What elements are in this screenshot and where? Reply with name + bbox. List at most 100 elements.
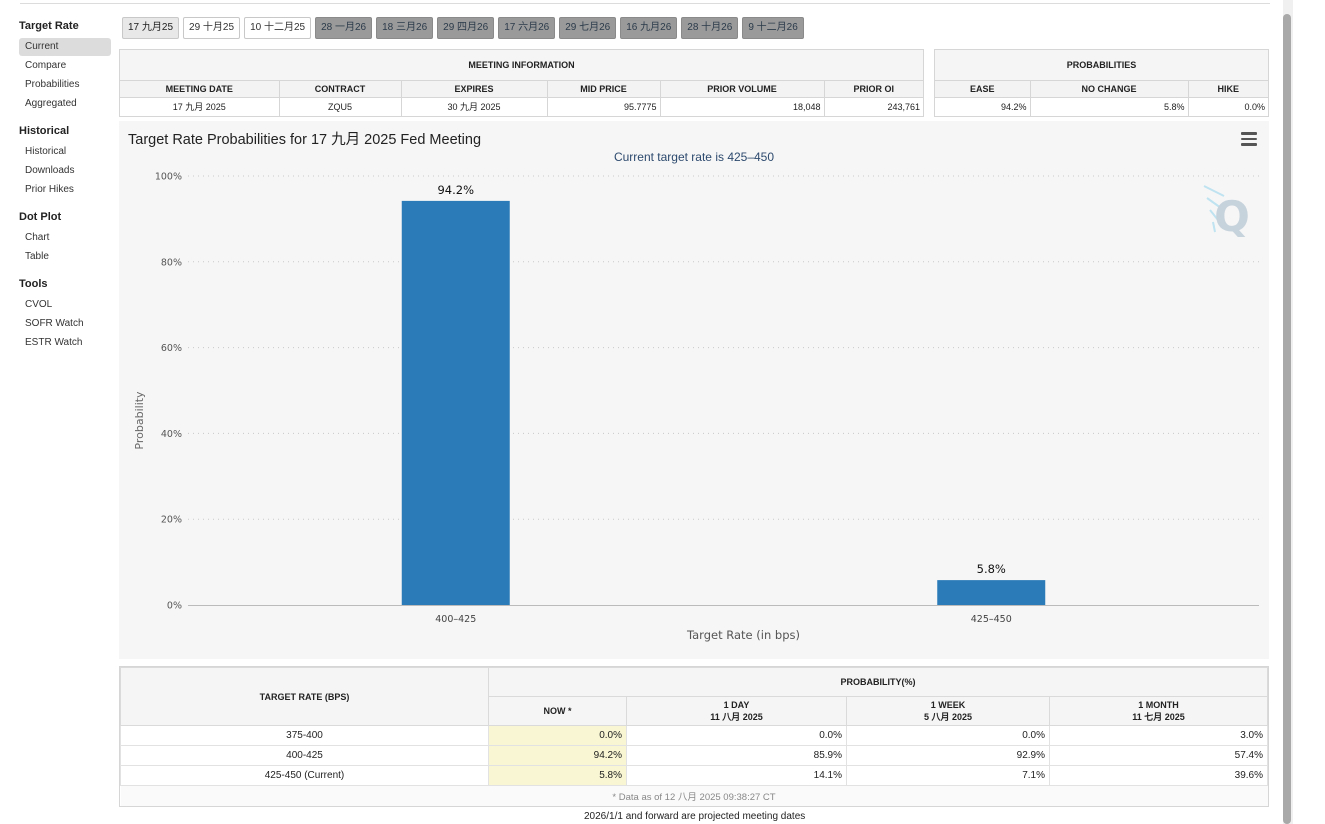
col-contract: CONTRACT	[279, 80, 402, 98]
ease-value: 94.2%	[935, 97, 1031, 116]
one-week-cell: 7.1%	[846, 765, 1050, 786]
bar	[401, 200, 510, 605]
now-cell: 0.0%	[488, 725, 627, 746]
col-no-change: NO CHANGE	[1030, 80, 1189, 98]
watermark-stroke	[1212, 221, 1216, 233]
sidebar-item-probabilities[interactable]: Probabilities	[25, 79, 80, 90]
sidebar-heading: Tools	[19, 278, 48, 290]
table-row: 94.2% 5.8% 0.0%	[935, 97, 1268, 116]
tab-meeting-date[interactable]: 17 六月26	[498, 17, 556, 39]
prior-oi-value: 243,761	[887, 101, 920, 112]
probabilities-panel: PROBABILITIES EASE NO CHANGE HIKE 94.2% …	[934, 49, 1269, 117]
target-rate-cell: 400-425	[120, 745, 489, 766]
table-row: 17 九月 2025 ZQU5 30 九月 2025 95.7775 18,04…	[120, 97, 923, 116]
watermark-letter: Q	[1214, 192, 1250, 241]
col-target-rate: TARGET RATE (BPS)	[120, 667, 489, 726]
tab-meeting-date[interactable]: 29 十月25	[183, 17, 241, 39]
meeting-information-panel: MEETING INFORMATION MEETING DATE CONTRAC…	[119, 49, 924, 117]
rate-probability-table: TARGET RATE (BPS) PROBABILITY(%) NOW * 1…	[119, 666, 1269, 807]
scrollbar-thumb[interactable]	[1283, 14, 1291, 824]
hike-value: 0.0%	[1244, 101, 1265, 112]
sidebar-item-estr-watch[interactable]: ESTR Watch	[25, 337, 83, 348]
sidebar-item-cvol[interactable]: CVOL	[25, 299, 53, 310]
meeting-date-value: 17 九月 2025	[120, 97, 280, 116]
col-1-week: 1 WEEK 5 八月 2025	[846, 696, 1050, 726]
tab-meeting-date[interactable]: 10 十二月25	[244, 17, 312, 39]
col-probability: PROBABILITY(%)	[488, 667, 1268, 697]
sidebar-item-chart[interactable]: Chart	[25, 232, 50, 243]
sidebar-item-sofr-watch[interactable]: SOFR Watch	[25, 318, 84, 329]
contract-value: ZQU5	[279, 97, 402, 116]
watermark-stroke	[1209, 209, 1219, 221]
one-day-cell: 85.9%	[626, 745, 847, 766]
top-divider	[20, 3, 1270, 4]
tab-meeting-date[interactable]: 17 九月25	[122, 17, 180, 39]
no-change-value: 5.8%	[1030, 97, 1189, 116]
col-mid-price: MID PRICE	[547, 80, 661, 98]
y-tick-label: 40%	[161, 429, 182, 440]
target-rate-cell: 425-450 (Current)	[120, 765, 489, 786]
tab-meeting-date[interactable]: 29 七月26	[559, 17, 617, 39]
y-axis-title: Probability	[133, 391, 146, 450]
y-tick-label: 100%	[155, 172, 182, 183]
sidebar-item-downloads[interactable]: Downloads	[25, 165, 75, 176]
watermark-logo: Q	[1203, 185, 1250, 241]
tab-meeting-date[interactable]: 9 十二月26	[742, 17, 804, 39]
col-1-month: 1 MONTH 11 七月 2025	[1049, 696, 1268, 726]
sidebar-item-aggregated[interactable]: Aggregated	[25, 98, 77, 109]
hamburger-menu-icon[interactable]	[1241, 132, 1257, 146]
bar-data-label: 5.8%	[977, 562, 1006, 576]
expires-value: 30 九月 2025	[401, 97, 548, 116]
tab-meeting-date[interactable]: 28 十月26	[681, 17, 739, 39]
col-prior-volume: PRIOR VOLUME	[660, 80, 825, 98]
x-tick-label: 425–450	[971, 614, 1012, 625]
chart-title: Target Rate Probabilities for 17 九月 2025…	[128, 132, 482, 148]
sidebar-item-table[interactable]: Table	[25, 251, 49, 262]
chart-panel: Target Rate Probabilities for 17 九月 2025…	[119, 121, 1269, 659]
watermark-stroke	[1203, 185, 1225, 197]
bar-data-label: 94.2%	[437, 183, 474, 197]
tab-meeting-date[interactable]: 16 九月26	[620, 17, 678, 39]
table-row: 425-450 (Current) 5.8% 14.1% 7.1% 39.6%	[120, 765, 1268, 786]
probabilities-caption: PROBABILITIES	[935, 50, 1268, 81]
table-row: 400-425 94.2% 85.9% 92.9% 57.4%	[120, 745, 1268, 766]
col-hike: HIKE	[1188, 80, 1268, 98]
x-tick-label: 400–425	[435, 614, 476, 625]
table-row: 375-400 0.0% 0.0% 0.0% 3.0%	[120, 725, 1268, 746]
data-as-of-note: * Data as of 12 八月 2025 09:38:27 CT	[120, 785, 1268, 806]
one-month-cell: 57.4%	[1049, 745, 1268, 766]
sidebar-item-historical[interactable]: Historical	[25, 146, 67, 157]
sidebar-group: Target Rate Current Compare Probabilities Ag…	[19, 20, 111, 113]
col-prior-oi: PRIOR OI	[824, 80, 923, 98]
chart-svg: 0% 20% 40% 60% 80% 100% 94.2% 400–425 5.8% 425–45…	[133, 172, 1259, 642]
projected-dates-footnote: 2026/1/1 and forward are projected meeti…	[584, 811, 806, 822]
sidebar-group: Tools CVOL SOFR Watch ESTR Watch	[19, 278, 111, 352]
y-tick-label: 0%	[167, 601, 182, 612]
sidebar-item-compare[interactable]: Compare	[25, 60, 67, 71]
tab-meeting-date[interactable]: 29 四月26	[437, 17, 495, 39]
one-week-cell: 0.0%	[846, 725, 1050, 746]
meeting-date-tabs: 17 九月25 29 十月25 10 十二月25 28 一月26 18 三月26 29 四…	[122, 17, 804, 39]
watermark-stroke	[1206, 197, 1222, 209]
sidebar-heading: Historical	[19, 125, 70, 137]
sidebar-item-prior-hikes[interactable]: Prior Hikes	[25, 184, 74, 195]
tab-meeting-date[interactable]: 28 一月26	[315, 17, 373, 39]
sidebar-item-current[interactable]: Current	[19, 38, 111, 56]
now-cell: 94.2%	[488, 745, 627, 766]
sidebar-nav: Target Rate Current Compare Probabilities Ag…	[19, 20, 111, 364]
one-day-cell: 14.1%	[626, 765, 847, 786]
one-week-cell: 92.9%	[846, 745, 1050, 766]
bar	[937, 580, 1046, 605]
chart-subtitle: Current target rate is 425–450	[613, 150, 775, 164]
one-day-cell: 0.0%	[626, 725, 847, 746]
tab-meeting-date[interactable]: 18 三月26	[376, 17, 434, 39]
sidebar-heading: Target Rate	[19, 20, 79, 32]
col-1-day: 1 DAY 11 八月 2025	[626, 696, 847, 726]
one-month-cell: 39.6%	[1049, 765, 1268, 786]
sidebar-group: Historical Historical Downloads Prior Hikes	[19, 125, 111, 199]
col-ease: EASE	[935, 80, 1031, 98]
target-rate-cell: 375-400	[120, 725, 489, 746]
col-now: NOW *	[488, 696, 627, 726]
meeting-information-caption: MEETING INFORMATION	[120, 50, 923, 81]
